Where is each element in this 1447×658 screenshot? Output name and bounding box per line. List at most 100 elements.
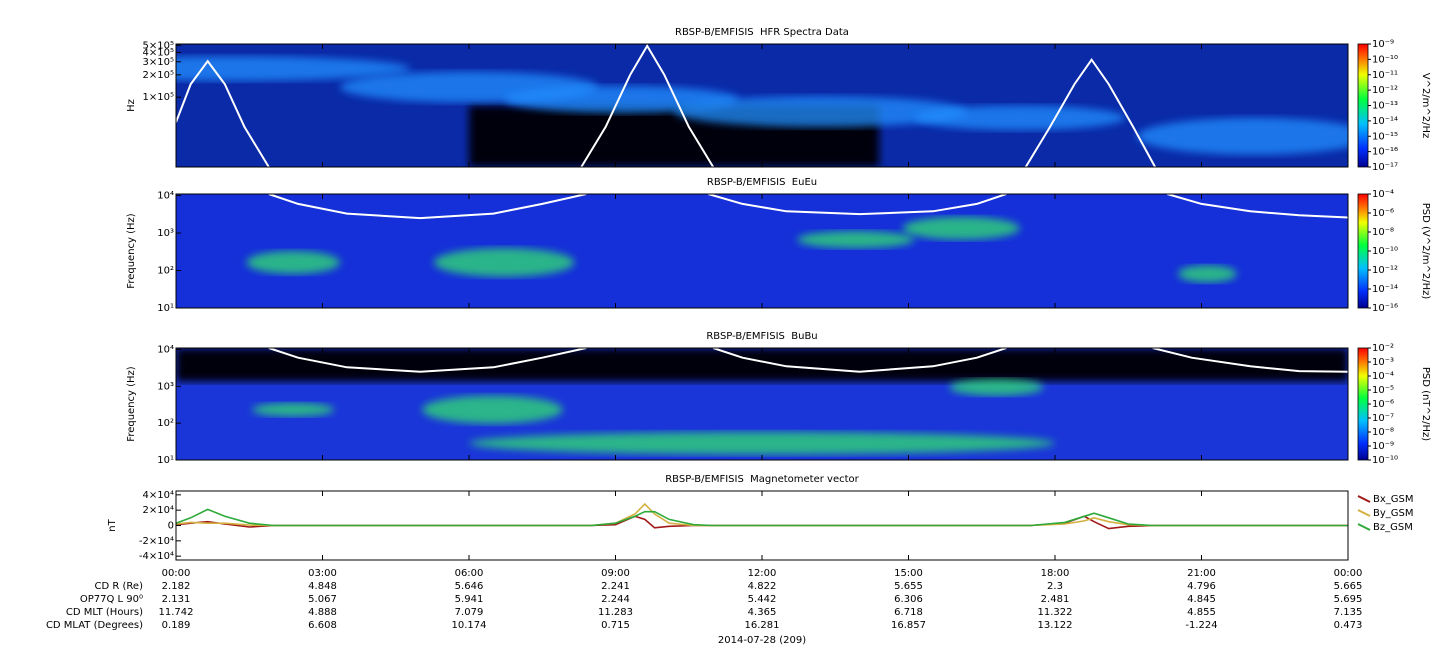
- ephemeris-value: 0.189: [162, 620, 191, 631]
- ephemeris-value: 2.481: [1041, 594, 1070, 605]
- legend-label: By_GSM: [1373, 508, 1414, 519]
- colorbar-tick-label: 10⁻¹⁶: [1372, 303, 1398, 314]
- ephemeris-value: 0.715: [601, 620, 630, 631]
- y-tick-label: 3×10⁵: [143, 57, 174, 68]
- x-axis-label: 2014-07-28 (209): [718, 635, 806, 646]
- colorbar-tick-label: 10⁻¹⁰: [1372, 455, 1398, 466]
- colorbar-tick-label: 10⁻²: [1372, 343, 1394, 354]
- ephemeris-value: 5.442: [748, 594, 777, 605]
- ephemeris-value: 2.131: [162, 594, 191, 605]
- ephemeris-value: 16.857: [891, 620, 926, 631]
- y-tick-label: 10³: [157, 228, 174, 239]
- colorbar-tick-label: 10⁻¹²: [1372, 85, 1398, 96]
- y-tick-label: 10⁴: [157, 345, 174, 356]
- ephemeris-value: 11.742: [159, 607, 194, 618]
- ephemeris-value: -1.224: [1185, 620, 1217, 631]
- x-tick-label: 15:00: [894, 568, 923, 579]
- colorbar-tick-label: 10⁻¹⁰: [1372, 246, 1398, 257]
- ephemeris-value: 5.067: [308, 594, 337, 605]
- y-tick-label: 4×10⁴: [143, 490, 174, 501]
- x-tick-label: 00:00: [1334, 568, 1363, 579]
- x-tick-label: 18:00: [1041, 568, 1070, 579]
- model-curve: [268, 348, 1348, 373]
- ephemeris-value: 5.695: [1334, 594, 1363, 605]
- colorbar-tick-label: 10⁻⁹: [1372, 39, 1394, 50]
- colorbar-tick-label: 10⁻⁴: [1372, 371, 1394, 382]
- ephemeris-value: 4.855: [1187, 607, 1216, 618]
- colorbar-tick-label: 10⁻⁶: [1372, 399, 1394, 410]
- ephemeris-value: 4.822: [748, 581, 777, 592]
- spectrogram: [176, 194, 1348, 308]
- y-tick-label: 10²: [157, 418, 174, 429]
- spectrogram-background: [176, 194, 1348, 308]
- y-tick-label: 10¹: [157, 303, 174, 314]
- spectrogram-texture: [949, 378, 1044, 396]
- colorbar-tick-label: 10⁻⁸: [1372, 427, 1394, 438]
- y-tick-label: 2×10⁴: [143, 505, 174, 516]
- legend-swatch: [1357, 509, 1371, 517]
- ephemeris-value: 5.646: [455, 581, 484, 592]
- model-curve: [176, 44, 1156, 167]
- x-tick-label: 06:00: [455, 568, 484, 579]
- legend-swatch: [1357, 523, 1371, 531]
- panel-title: RBSP-B/EMFISIS Magnetometer vector: [665, 474, 859, 485]
- y-tick-label: 10²: [157, 266, 174, 277]
- y-tick-label: 0: [168, 521, 174, 532]
- colorbar-label: V^2/m^2/Hz: [1420, 73, 1431, 139]
- colorbar-tick-label: 10⁻¹³: [1372, 101, 1398, 112]
- colorbar-tick-label: 10⁻¹⁷: [1372, 162, 1398, 173]
- y-tick-label: -2×10⁴: [139, 536, 174, 547]
- ephemeris-value: 16.281: [745, 620, 780, 631]
- series-line: [175, 508, 1348, 527]
- colorbar-tick-label: 10⁻⁷: [1372, 413, 1394, 424]
- colorbar-tick-label: 10⁻⁵: [1372, 385, 1394, 396]
- ephemeris-value: 0.473: [1334, 620, 1363, 631]
- ephemeris-value: 2.244: [601, 594, 630, 605]
- y-tick-label: 2×10⁵: [143, 70, 174, 81]
- panel-title: RBSP-B/EMFISIS HFR Spectra Data: [675, 27, 849, 38]
- colorbar-tick-label: 10⁻⁹: [1372, 441, 1394, 452]
- ephemeris-value: 7.079: [455, 607, 484, 618]
- ephemeris-value: 10.174: [452, 620, 487, 631]
- y-axis-label: nT: [107, 518, 118, 531]
- ephemeris-value: 13.122: [1038, 620, 1073, 631]
- colorbar-tick-label: 10⁻⁸: [1372, 227, 1394, 238]
- colorbar-tick-label: 10⁻¹⁴: [1372, 284, 1398, 295]
- ephemeris-label: CD MLAT (Degrees): [46, 620, 143, 631]
- ephemeris-value: 2.241: [601, 581, 630, 592]
- colorbar: [1357, 347, 1369, 461]
- spectrogram-texture: [902, 216, 1020, 240]
- ephemeris-label: CD MLT (Hours): [66, 607, 143, 618]
- spectrogram-texture: [914, 105, 1126, 131]
- ephemeris-value: 4.796: [1187, 581, 1216, 592]
- ephemeris-value: 2.3: [1047, 581, 1063, 592]
- ephemeris-value: 6.718: [894, 607, 923, 618]
- y-tick-label: 1×10⁵: [143, 92, 174, 103]
- y-tick-label: 4×10⁵: [143, 47, 174, 58]
- y-tick-label: 5×10⁵: [143, 40, 174, 51]
- y-tick-label: 10³: [157, 381, 174, 392]
- colorbar-tick-label: 10⁻¹⁰: [1372, 54, 1398, 65]
- legend-swatch: [1357, 495, 1371, 503]
- colorbar-tick-label: 10⁻³: [1372, 357, 1394, 368]
- y-axis-label: Frequency (Hz): [126, 213, 137, 289]
- x-tick-label: 00:00: [162, 568, 191, 579]
- ephemeris-value: 11.283: [598, 607, 633, 618]
- legend-label: Bx_GSM: [1373, 494, 1414, 505]
- ephemeris-value: 4.365: [748, 607, 777, 618]
- ephemeris-value: 6.306: [894, 594, 923, 605]
- colorbar-tick-label: 10⁻¹⁶: [1372, 147, 1398, 158]
- series-line: [175, 515, 1348, 530]
- spectrogram: [176, 348, 1348, 460]
- x-tick-label: 09:00: [601, 568, 630, 579]
- ephemeris-value: 5.655: [894, 581, 923, 592]
- spectrogram-texture: [469, 432, 1055, 455]
- colorbar-tick-label: 10⁻¹⁵: [1372, 131, 1398, 142]
- colorbar-tick-label: 10⁻⁶: [1372, 208, 1394, 219]
- spectrogram-texture: [176, 56, 411, 81]
- model-curve: [268, 194, 1348, 220]
- legend-label: Bz_GSM: [1373, 522, 1413, 533]
- ephemeris-value: 4.848: [308, 581, 337, 592]
- colorbar: [1357, 43, 1369, 168]
